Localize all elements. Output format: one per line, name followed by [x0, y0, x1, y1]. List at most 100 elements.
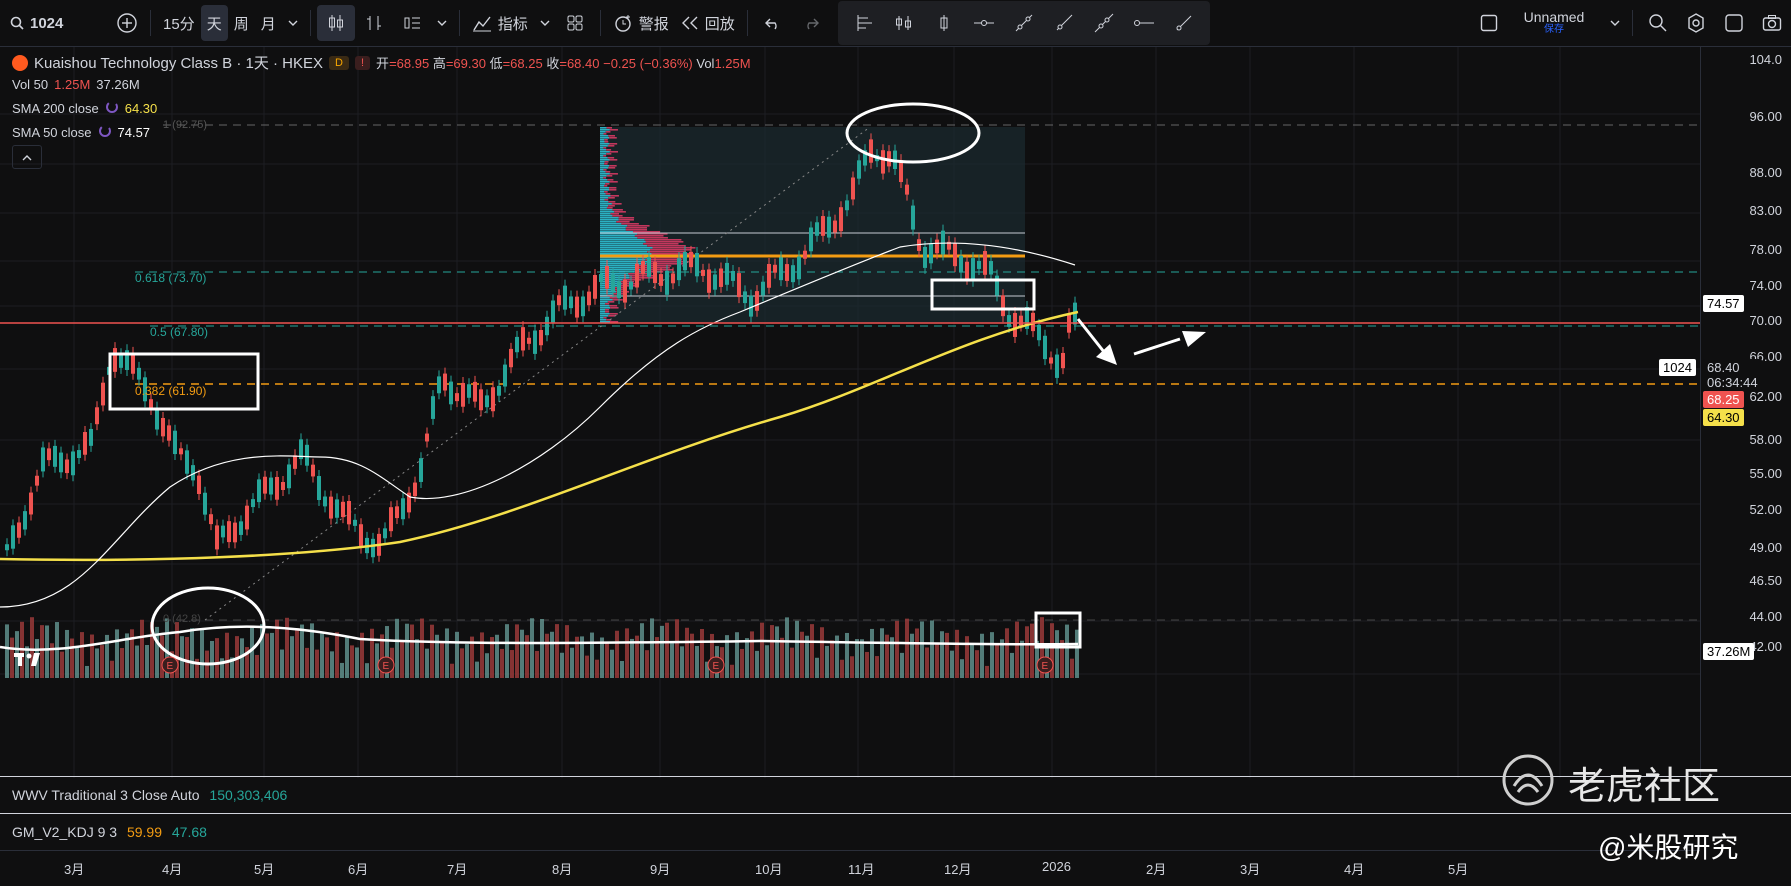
volume-profile-bar	[606, 175, 613, 177]
candle-body	[611, 274, 615, 292]
volume-profile-bar	[600, 289, 613, 291]
trend-line-button[interactable]	[1004, 5, 1044, 41]
volume-profile-bar	[608, 197, 615, 199]
info-line-button[interactable]	[1164, 5, 1204, 41]
compare-button[interactable]	[110, 5, 144, 41]
interval-week[interactable]: 周	[233, 15, 249, 33]
interval-month[interactable]: 月	[260, 15, 276, 33]
chart-style-button[interactable]	[393, 5, 431, 41]
redo-button[interactable]	[792, 5, 830, 41]
candle-body	[773, 264, 777, 273]
candle-body	[905, 184, 909, 195]
settings-button[interactable]	[1677, 5, 1715, 41]
price-tick-label: 55.00	[1749, 466, 1782, 481]
volume-profile-bar	[600, 227, 626, 229]
horizontal-line-button[interactable]	[964, 5, 1004, 41]
volume-bar	[410, 624, 414, 678]
watermark-brand: 老虎社区	[1568, 766, 1721, 808]
symbol-search[interactable]: 1024	[0, 5, 110, 41]
volume-bar	[555, 624, 559, 678]
candles-button[interactable]	[316, 5, 355, 41]
volume-bar	[680, 646, 684, 678]
candle-body	[89, 428, 93, 446]
badge-d[interactable]: D	[329, 55, 349, 70]
volume-bar	[850, 656, 854, 678]
candle-body	[263, 476, 267, 494]
extended-line-button[interactable]	[1084, 5, 1124, 41]
warning-badge[interactable]: !	[354, 55, 371, 70]
layout-dropdown[interactable]	[1604, 5, 1626, 41]
candle-body	[101, 382, 105, 406]
ray-button[interactable]	[1044, 5, 1084, 41]
vol-legend[interactable]: Vol 50 1.25M 37.26M	[12, 77, 140, 92]
fib-trend-line	[204, 126, 871, 621]
volume-profile-bar	[629, 277, 654, 279]
interval-day[interactable]: 天	[200, 5, 228, 41]
candle-body	[287, 464, 291, 489]
templates-button[interactable]	[556, 5, 594, 41]
tiger-logo-icon	[1500, 752, 1556, 813]
volume-bar	[995, 644, 999, 678]
price-tick-label: 70.00	[1749, 313, 1782, 328]
candle-body	[833, 220, 837, 233]
volume-profile-bar	[634, 235, 664, 237]
candle-body	[1049, 357, 1053, 364]
volume-bar	[200, 629, 204, 678]
volume-bar	[620, 661, 624, 678]
pane-separator[interactable]	[0, 813, 1791, 814]
volume-bar	[365, 663, 369, 678]
pane-separator[interactable]	[0, 776, 1791, 777]
candle-body	[149, 399, 153, 410]
candle-body	[701, 269, 705, 276]
volume-profile-bar	[646, 263, 685, 265]
volume-bar	[265, 633, 269, 678]
volume-bar	[550, 631, 554, 678]
layout-checkbox[interactable]	[1474, 5, 1504, 41]
volume-profile-bar	[600, 213, 611, 215]
layout-name-button[interactable]: Unnamed 保存	[1504, 5, 1604, 41]
sma200-legend[interactable]: SMA 200 close 64.30	[12, 100, 157, 117]
quick-search-button[interactable]	[1639, 5, 1677, 41]
time-axis[interactable]: 3月 4月 5月 6月 7月 8月 9月 10月 11月 12月 2026 2月 3月 4月 5月	[0, 850, 1700, 886]
chart-style-dropdown[interactable]	[431, 5, 453, 41]
volume-profile-bar	[647, 251, 686, 253]
volume-bar	[275, 619, 279, 678]
replay-button[interactable]: 回放	[675, 5, 741, 41]
price-axis[interactable]: 104.0 96.00 88.00 83.00 78.00 74.00 70.00 66.00…	[1659, 47, 1791, 778]
volume-bar	[960, 659, 964, 678]
bar-chart-button[interactable]	[355, 5, 393, 41]
collapse-legend-button[interactable]	[12, 145, 42, 169]
kdj-legend[interactable]: GM_V2_KDJ 9 3 59.99 47.68	[12, 824, 207, 840]
sma50-legend[interactable]: SMA 50 close 74.57	[12, 124, 150, 141]
annotation-box	[1034, 611, 1082, 649]
candle-body	[599, 274, 603, 282]
trend-line-icon	[1014, 13, 1034, 33]
candle-body	[623, 279, 627, 303]
volume-profile-bar	[600, 167, 609, 169]
horizontal-ray-button[interactable]	[1124, 5, 1164, 41]
snapshot-button[interactable]	[1753, 5, 1791, 41]
long-position-button[interactable]	[884, 5, 924, 41]
volume-profile-bar	[600, 169, 604, 171]
undo-button[interactable]	[754, 5, 792, 41]
fib-tool-button[interactable]	[844, 5, 884, 41]
interval-dropdown[interactable]	[282, 5, 304, 41]
volume-profile-bar	[600, 197, 609, 199]
main-chart[interactable]: E E E E Kuaishou Technology Class B · 1天 · …	[0, 47, 1700, 778]
wwv-legend[interactable]: WWV Traditional 3 Close Auto 150,303,406	[12, 787, 287, 803]
volume-profile-bar	[600, 273, 629, 275]
fullscreen-button[interactable]	[1715, 5, 1753, 41]
indicators-button[interactable]: 指标	[466, 5, 534, 41]
time-tick-label: 3月	[1240, 862, 1261, 877]
volume-profile-bar	[609, 297, 618, 299]
interval-15m[interactable]: 15分	[163, 15, 195, 33]
candle-body	[653, 262, 657, 284]
indicators-dropdown[interactable]	[534, 5, 556, 41]
candle-tool-button[interactable]	[924, 5, 964, 41]
open-value: =68.95	[389, 56, 430, 71]
volume-bar	[845, 632, 849, 678]
alert-button[interactable]: 警报	[607, 5, 675, 41]
candle-body	[899, 160, 903, 183]
volume-bar	[945, 632, 949, 678]
